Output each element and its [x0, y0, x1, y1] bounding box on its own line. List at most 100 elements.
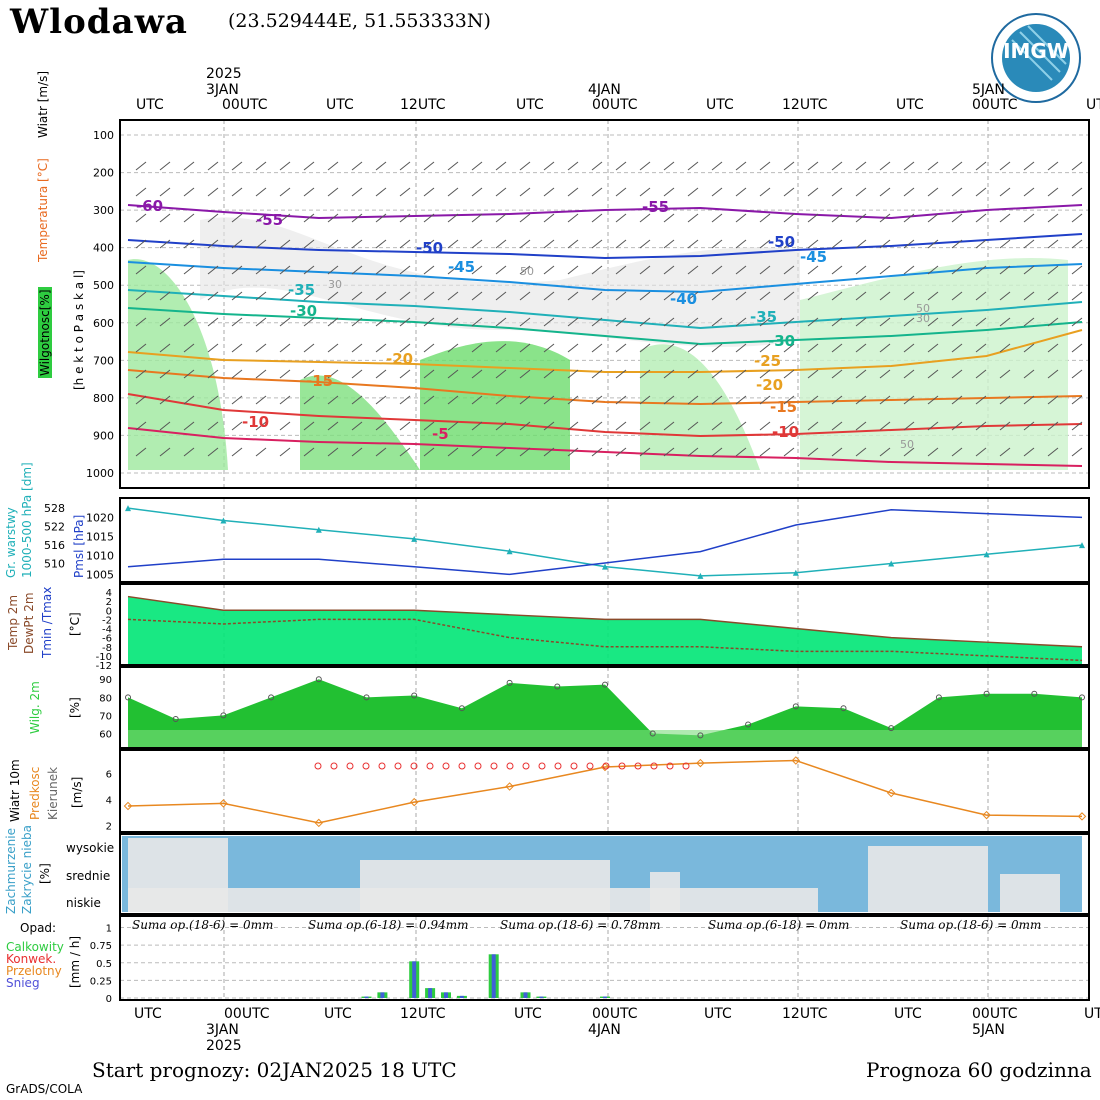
wind-barb [831, 317, 843, 327]
humidity-point [125, 694, 131, 701]
wind-barb [783, 265, 795, 275]
wind-barb [399, 291, 411, 301]
wind-barb [423, 187, 435, 197]
contour-label: -30 [768, 332, 795, 350]
wind-barb [855, 213, 867, 223]
rh-tick: 70 [99, 711, 112, 722]
wind-barb [639, 343, 651, 353]
wind-tick: 4 [106, 796, 112, 807]
thickness-tick: 528 [44, 502, 65, 515]
wind-barb [1047, 317, 1059, 327]
opad-legend-item: Snieg [6, 976, 40, 990]
wind-barb [783, 291, 795, 301]
wind-barb [1023, 265, 1035, 275]
wind-barb [663, 291, 675, 301]
gust-point [314, 762, 322, 770]
wind-barb [999, 291, 1011, 301]
wind-barb [903, 161, 915, 171]
wind-barb [1047, 265, 1059, 275]
wind-barb [375, 343, 387, 353]
wind-barb [903, 447, 915, 457]
wind-barb [231, 369, 243, 379]
wind-barb [351, 317, 363, 327]
wind-barb [567, 239, 579, 249]
wind-barb [327, 447, 339, 457]
wind-barb [279, 265, 291, 275]
wind-barb [1071, 213, 1083, 223]
contour-label: -35 [288, 281, 315, 299]
wind-barb [471, 395, 483, 405]
thickness-point [602, 563, 608, 570]
wind-barb [639, 317, 651, 327]
wind-barb [855, 265, 867, 275]
wind-barb [471, 187, 483, 197]
wind-barb [687, 265, 699, 275]
wind-barb [975, 213, 987, 223]
wind-barb [327, 265, 339, 275]
temperature-contour [127, 393, 1083, 438]
wind-barb [903, 343, 915, 353]
wind-barb [279, 395, 291, 405]
wind-barb [783, 447, 795, 457]
wind-barb [615, 317, 627, 327]
wind-barb [1071, 317, 1083, 327]
wind-barb [951, 421, 963, 431]
wind-barb [423, 317, 435, 327]
precip-snow-bar [539, 996, 544, 998]
wind-barb [783, 317, 795, 327]
wind-barb [711, 395, 723, 405]
wind-barb [927, 343, 939, 353]
wind-barb [447, 239, 459, 249]
pmsl-tick: 1020 [86, 511, 114, 524]
wind-barb [591, 343, 603, 353]
humidity-area [200, 217, 800, 347]
wind-barb [375, 161, 387, 171]
wind-barb [927, 395, 939, 405]
wind-barb [447, 213, 459, 223]
wind-barb [1047, 187, 1059, 197]
label-wiatr: Wiatr [m/s] [36, 70, 50, 138]
wind-barb [375, 421, 387, 431]
station-coordinates: (23.529444E, 51.553333N) [228, 10, 491, 32]
humidity-point [745, 721, 752, 728]
wind-barb [1071, 239, 1083, 249]
grads-credit: GrADS/COLA [6, 1082, 83, 1096]
forecast-start: Start prognozy: 02JAN2025 18 UTC [92, 1058, 457, 1082]
wind-barb [999, 239, 1011, 249]
bottom-tick-label: UTC [894, 1006, 922, 1022]
wind-barb [447, 369, 459, 379]
wind-barb [567, 395, 579, 405]
temperature-contour [127, 289, 1083, 330]
wind-barb [951, 161, 963, 171]
wind-barb [543, 395, 555, 405]
top-tick-label: UTC [326, 97, 354, 113]
top-year-label: 2025 [206, 66, 242, 82]
wind-barb [447, 447, 459, 457]
wind-barb [687, 369, 699, 379]
humidity-point [172, 716, 179, 723]
wind-barb [207, 291, 219, 301]
wind-barb [207, 239, 219, 249]
pmsl-tick: 1015 [86, 530, 114, 543]
precip-snow-bar [444, 992, 448, 998]
wind-barb [783, 395, 795, 405]
thickness-point [697, 572, 704, 579]
wind-barb [231, 343, 243, 353]
humidity-point [888, 725, 895, 732]
precip-snow-bar [428, 988, 433, 998]
wind-barb [879, 291, 891, 301]
wind-barb [399, 265, 411, 275]
wind-barb [759, 421, 771, 431]
wind-barb [999, 343, 1011, 353]
opad-title: Opad: [20, 921, 57, 935]
wind-barb [183, 239, 195, 249]
wind-barb [567, 343, 579, 353]
wind-barb [423, 239, 435, 249]
top-tick-label: 00UTC [972, 97, 1018, 113]
wind-barb [207, 187, 219, 197]
wind-barb [591, 239, 603, 249]
wind-barb [471, 213, 483, 223]
wind-barb [159, 369, 171, 379]
wind-barb [159, 317, 171, 327]
wind-barb [135, 213, 147, 223]
